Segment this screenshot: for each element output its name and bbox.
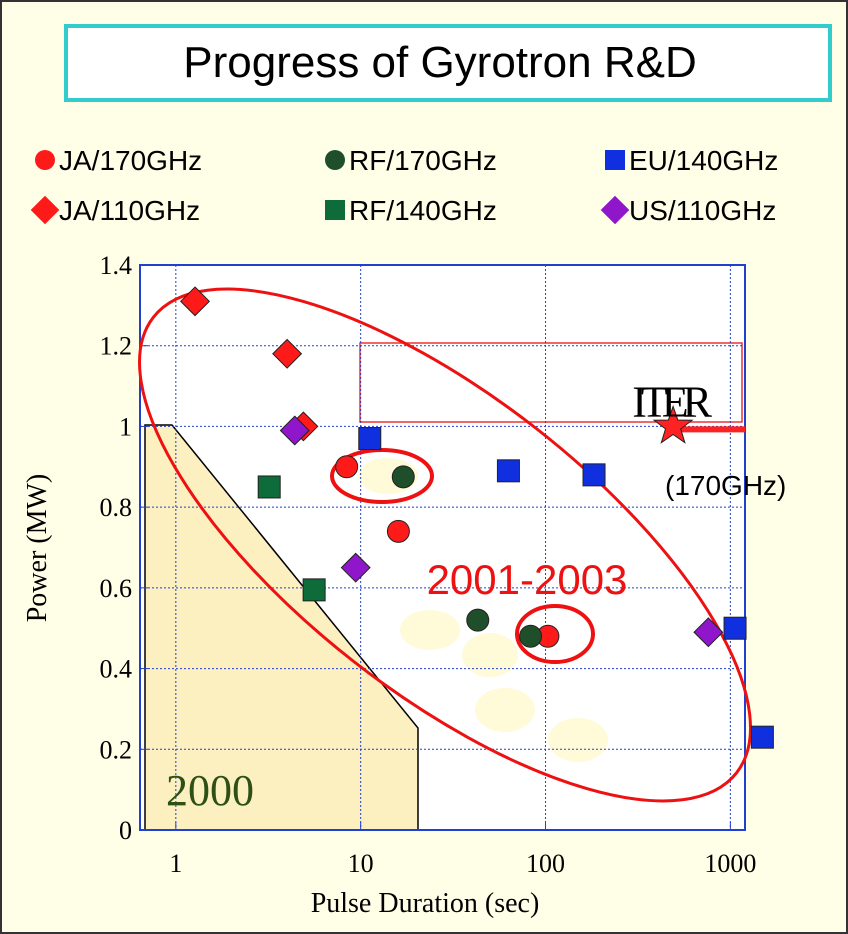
marker bbox=[723, 616, 747, 640]
y-tick-label: 0.8 bbox=[100, 493, 133, 522]
marker bbox=[257, 475, 281, 499]
plot-area bbox=[139, 264, 746, 831]
marker bbox=[600, 195, 630, 225]
axes-frame bbox=[139, 264, 746, 831]
marker bbox=[582, 463, 606, 487]
iter-sublabel: (170GHz) bbox=[665, 470, 786, 501]
y-axis-label: Power (MW) bbox=[22, 474, 53, 623]
marker bbox=[180, 286, 211, 317]
legend-label: RF/140GHz bbox=[349, 195, 497, 226]
x-tick-label: 1 bbox=[169, 849, 182, 878]
marker bbox=[302, 578, 326, 602]
marker bbox=[325, 150, 345, 170]
marker bbox=[279, 415, 310, 446]
marker bbox=[750, 725, 774, 749]
iter-region bbox=[359, 342, 743, 423]
y-tick-label: 0 bbox=[119, 816, 132, 845]
y-tick-label: 0.6 bbox=[100, 574, 133, 603]
highlight bbox=[330, 448, 434, 504]
marker bbox=[466, 608, 490, 632]
marker bbox=[340, 552, 371, 583]
legend-label: US/110GHz bbox=[629, 195, 776, 226]
legend-label: RF/170GHz bbox=[349, 145, 497, 176]
marker bbox=[272, 338, 303, 369]
ellipse-2001-2003 bbox=[138, 287, 752, 803]
y-tick-label: 0.2 bbox=[100, 735, 133, 764]
x-tick-label: 1000 bbox=[704, 849, 756, 878]
marker bbox=[35, 150, 55, 170]
title-box bbox=[64, 24, 832, 102]
highlight bbox=[515, 604, 595, 664]
legend-label: JA/110GHz bbox=[59, 195, 200, 226]
x-axis-label: Pulse Duration (sec) bbox=[311, 888, 540, 919]
marker bbox=[335, 455, 359, 479]
marker bbox=[519, 624, 543, 648]
marker bbox=[325, 200, 345, 220]
marker bbox=[693, 617, 724, 648]
marker bbox=[605, 150, 625, 170]
y-tick-label: 1.2 bbox=[100, 332, 133, 361]
y-tick-label: 1.4 bbox=[100, 251, 133, 280]
x-tick-label: 10 bbox=[348, 849, 374, 878]
chart-title: Progress of Gyrotron R&D bbox=[183, 38, 697, 87]
marker bbox=[386, 519, 410, 543]
marker bbox=[496, 459, 520, 483]
y-tick-label: 0.4 bbox=[100, 655, 133, 684]
marker bbox=[391, 465, 415, 489]
marker bbox=[30, 195, 60, 225]
legend-label: JA/170GHz bbox=[59, 145, 202, 176]
y-tick-label: 1 bbox=[119, 412, 132, 441]
x-tick-label: 100 bbox=[526, 849, 565, 878]
marker bbox=[358, 427, 382, 451]
annotation: 2001-2003 bbox=[427, 556, 628, 603]
iter-star bbox=[652, 404, 694, 444]
legend-label: EU/140GHz bbox=[629, 145, 778, 176]
region-2000 bbox=[144, 424, 419, 831]
iter-label: ITER bbox=[632, 377, 712, 426]
annotation: 2000 bbox=[166, 766, 254, 815]
